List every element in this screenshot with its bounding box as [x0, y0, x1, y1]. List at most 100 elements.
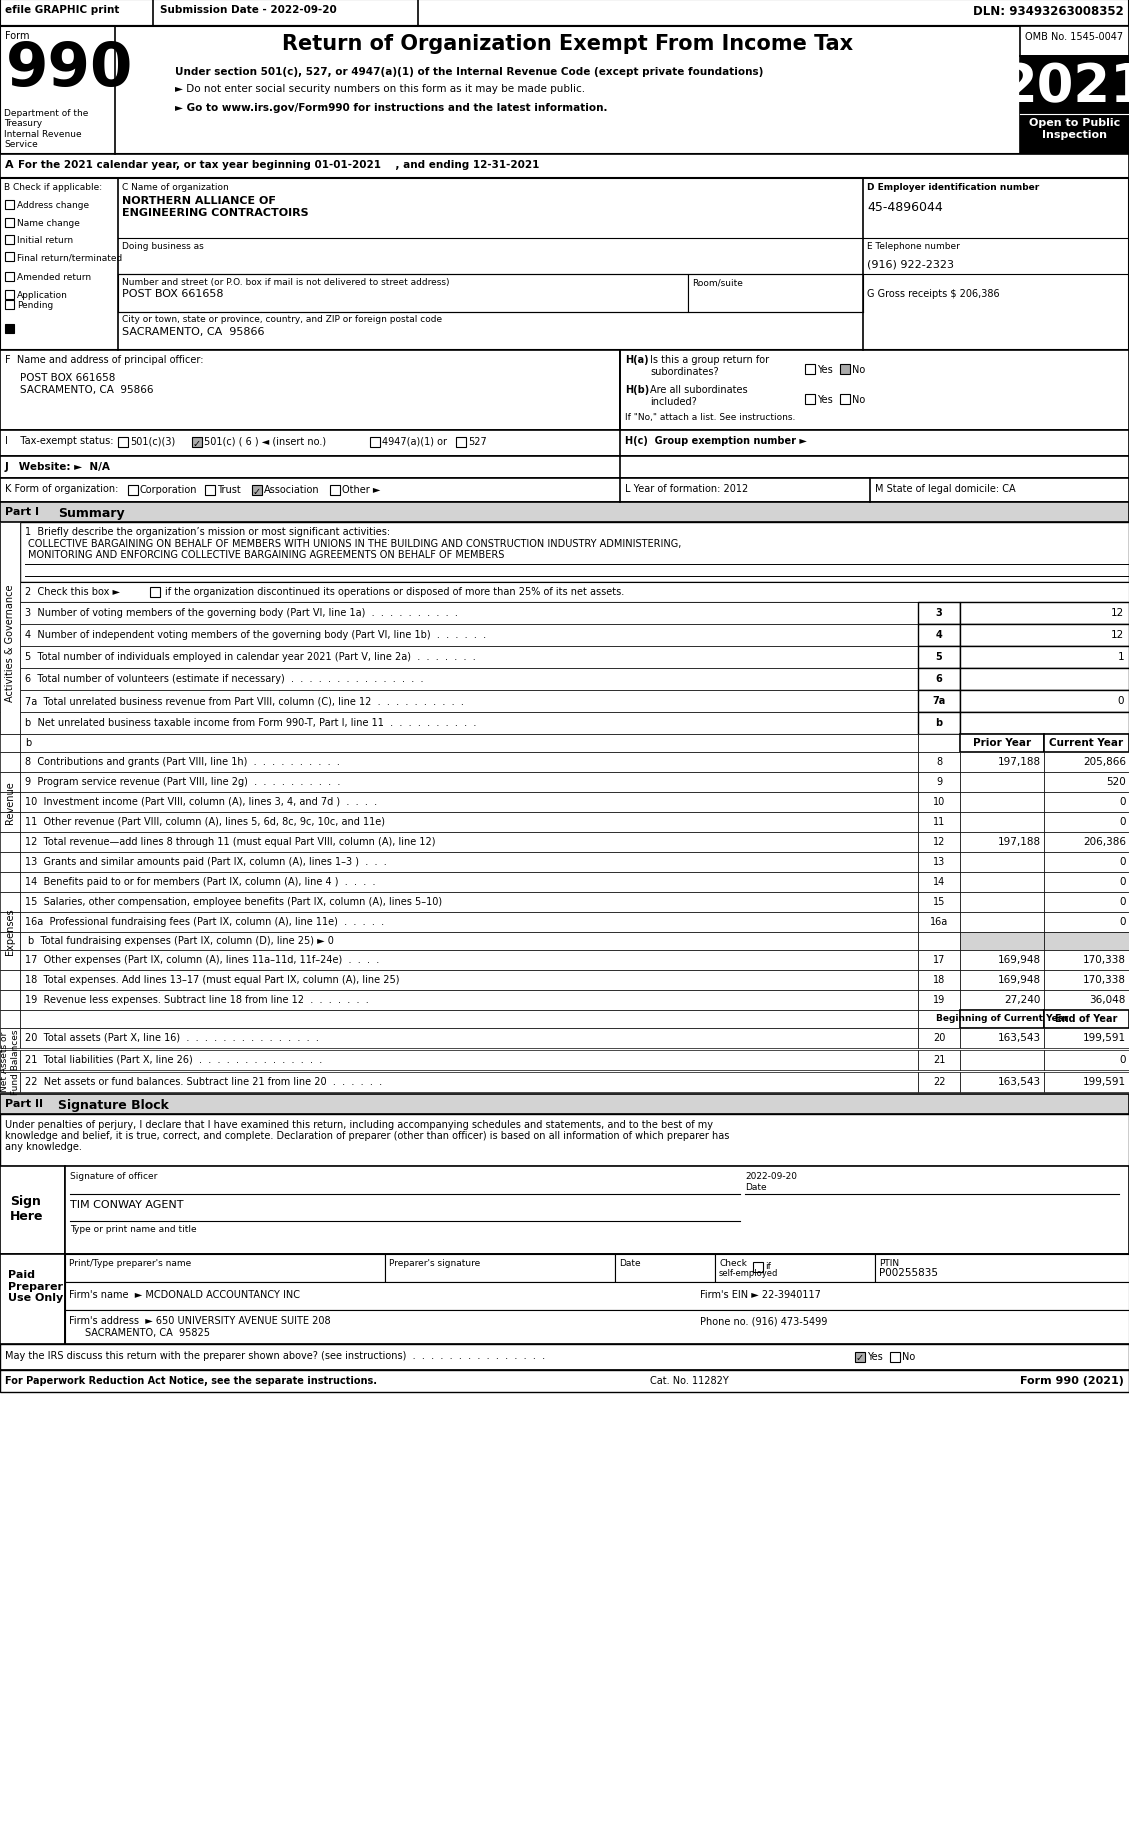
Text: Initial return: Initial return — [17, 236, 73, 245]
Bar — [960, 690, 1129, 712]
Text: efile GRAPHIC print: efile GRAPHIC print — [5, 5, 120, 15]
Bar — [1044, 752, 1129, 772]
Bar — [20, 893, 918, 913]
Bar — [1044, 913, 1129, 933]
Text: G Gross receipts $ 206,386: G Gross receipts $ 206,386 — [867, 289, 999, 298]
Text: Application: Application — [17, 291, 68, 300]
Bar — [0, 833, 20, 853]
Bar — [20, 913, 918, 933]
Bar — [918, 690, 960, 712]
Text: Amended return: Amended return — [17, 273, 91, 282]
Bar — [65, 1254, 1129, 1372]
Text: Other ►: Other ► — [342, 485, 380, 494]
Text: 21  Total liabilities (Part X, line 26)  .  .  .  .  .  .  .  .  .  .  .  .  .  : 21 Total liabilities (Part X, line 26) .… — [25, 1054, 322, 1065]
Bar — [960, 668, 1129, 690]
Bar — [960, 624, 1129, 646]
Text: 163,543: 163,543 — [998, 1076, 1041, 1087]
Bar — [0, 792, 20, 813]
Bar — [1044, 792, 1129, 813]
Text: 6  Total number of volunteers (estimate if necessary)  .  .  .  .  .  .  .  .  .: 6 Total number of volunteers (estimate i… — [25, 673, 423, 684]
Bar — [20, 772, 918, 792]
Text: Open to Public
Inspection: Open to Public Inspection — [1029, 117, 1120, 139]
Text: J   Website: ►  N/A: J Website: ► N/A — [5, 461, 111, 472]
Bar — [960, 990, 1044, 1010]
Text: E Telephone number: E Telephone number — [867, 242, 960, 251]
Bar — [918, 1072, 960, 1093]
Bar — [960, 1072, 1044, 1093]
Text: COLLECTIVE BARGAINING ON BEHALF OF MEMBERS WITH UNIONS IN THE BUILDING AND CONST: COLLECTIVE BARGAINING ON BEHALF OF MEMBE… — [28, 538, 682, 549]
Text: 170,338: 170,338 — [1083, 974, 1126, 985]
Bar — [5, 201, 14, 210]
Bar — [20, 990, 918, 1010]
Text: Signature of officer: Signature of officer — [70, 1171, 157, 1180]
Text: 1  Briefly describe the organization’s mission or most significant activities:: 1 Briefly describe the organization’s mi… — [25, 527, 391, 536]
Text: Date: Date — [745, 1182, 767, 1191]
Text: Yes: Yes — [817, 395, 833, 404]
Bar — [20, 873, 918, 893]
Bar — [0, 752, 20, 772]
Bar — [0, 1371, 1129, 1393]
Bar — [1044, 772, 1129, 792]
Text: 4: 4 — [936, 630, 943, 640]
Text: 19: 19 — [933, 994, 945, 1005]
Text: 12: 12 — [1111, 630, 1124, 640]
Bar — [960, 970, 1044, 990]
Bar — [1044, 1010, 1129, 1028]
Text: D Employer identification number: D Employer identification number — [867, 183, 1040, 192]
Bar — [960, 813, 1044, 833]
Text: 0: 0 — [1120, 1054, 1126, 1065]
Text: subordinates?: subordinates? — [650, 366, 719, 377]
Text: No: No — [902, 1351, 916, 1362]
Bar — [875, 1254, 1129, 1283]
Text: DLN: 93493263008352: DLN: 93493263008352 — [973, 5, 1124, 18]
Text: Firm's name  ► MCDONALD ACCOUNTANCY INC: Firm's name ► MCDONALD ACCOUNTANCY INC — [69, 1290, 300, 1299]
Bar — [918, 970, 960, 990]
Text: 45-4896044: 45-4896044 — [867, 201, 943, 214]
Text: 5: 5 — [936, 651, 943, 662]
Bar — [252, 485, 262, 496]
Text: 0: 0 — [1120, 917, 1126, 926]
Bar — [918, 668, 960, 690]
Text: Beginning of Current Year: Beginning of Current Year — [936, 1014, 1068, 1023]
Bar — [1044, 734, 1129, 752]
Text: NORTHERN ALLIANCE OF
ENGINEERING CONTRACTOIRS: NORTHERN ALLIANCE OF ENGINEERING CONTRAC… — [122, 196, 308, 218]
Text: Corporation: Corporation — [140, 485, 198, 494]
Text: 3  Number of voting members of the governing body (Part VI, line 1a)  .  .  .  .: 3 Number of voting members of the govern… — [25, 608, 458, 619]
Text: Prior Year: Prior Year — [973, 737, 1031, 748]
Text: 4947(a)(1) or: 4947(a)(1) or — [382, 437, 447, 447]
Bar — [385, 1254, 615, 1283]
Text: May the IRS discuss this return with the preparer shown above? (see instructions: May the IRS discuss this return with the… — [5, 1351, 545, 1360]
Text: 199,591: 199,591 — [1083, 1076, 1126, 1087]
Text: 197,188: 197,188 — [998, 836, 1041, 847]
Bar — [918, 624, 960, 646]
Text: 13  Grants and similar amounts paid (Part IX, column (A), lines 1–3 )  .  .  .: 13 Grants and similar amounts paid (Part… — [25, 856, 387, 867]
Text: knowledge and belief, it is true, correct, and complete. Declaration of preparer: knowledge and belief, it is true, correc… — [5, 1131, 729, 1140]
Text: Type or print name and title: Type or print name and title — [70, 1224, 196, 1233]
Bar — [20, 933, 918, 950]
Text: Firm's EIN ► 22-3940117: Firm's EIN ► 22-3940117 — [700, 1290, 821, 1299]
Text: Are all subordinates: Are all subordinates — [650, 384, 747, 395]
Text: 4  Number of independent voting members of the governing body (Part VI, line 1b): 4 Number of independent voting members o… — [25, 630, 487, 640]
Text: if: if — [765, 1261, 771, 1270]
Bar — [960, 1028, 1044, 1049]
Bar — [0, 734, 20, 752]
Text: included?: included? — [650, 397, 697, 406]
Bar — [918, 734, 960, 752]
Bar — [0, 156, 1129, 179]
Text: If "No," attach a list. See instructions.: If "No," attach a list. See instructions… — [625, 414, 795, 421]
Text: 11: 11 — [933, 816, 945, 827]
Text: Room/suite: Room/suite — [692, 278, 743, 287]
Text: C Name of organization: C Name of organization — [122, 183, 229, 192]
Bar — [0, 1114, 1129, 1166]
Text: 9: 9 — [936, 776, 942, 787]
Text: Check: Check — [719, 1259, 747, 1268]
Bar — [0, 668, 20, 690]
Text: 0: 0 — [1120, 897, 1126, 906]
Bar — [0, 523, 20, 734]
Text: Trust: Trust — [217, 485, 240, 494]
Bar — [918, 646, 960, 668]
Bar — [918, 602, 960, 624]
Bar — [0, 646, 20, 668]
Text: 169,948: 169,948 — [998, 974, 1041, 985]
Text: Preparer's signature: Preparer's signature — [390, 1259, 480, 1268]
